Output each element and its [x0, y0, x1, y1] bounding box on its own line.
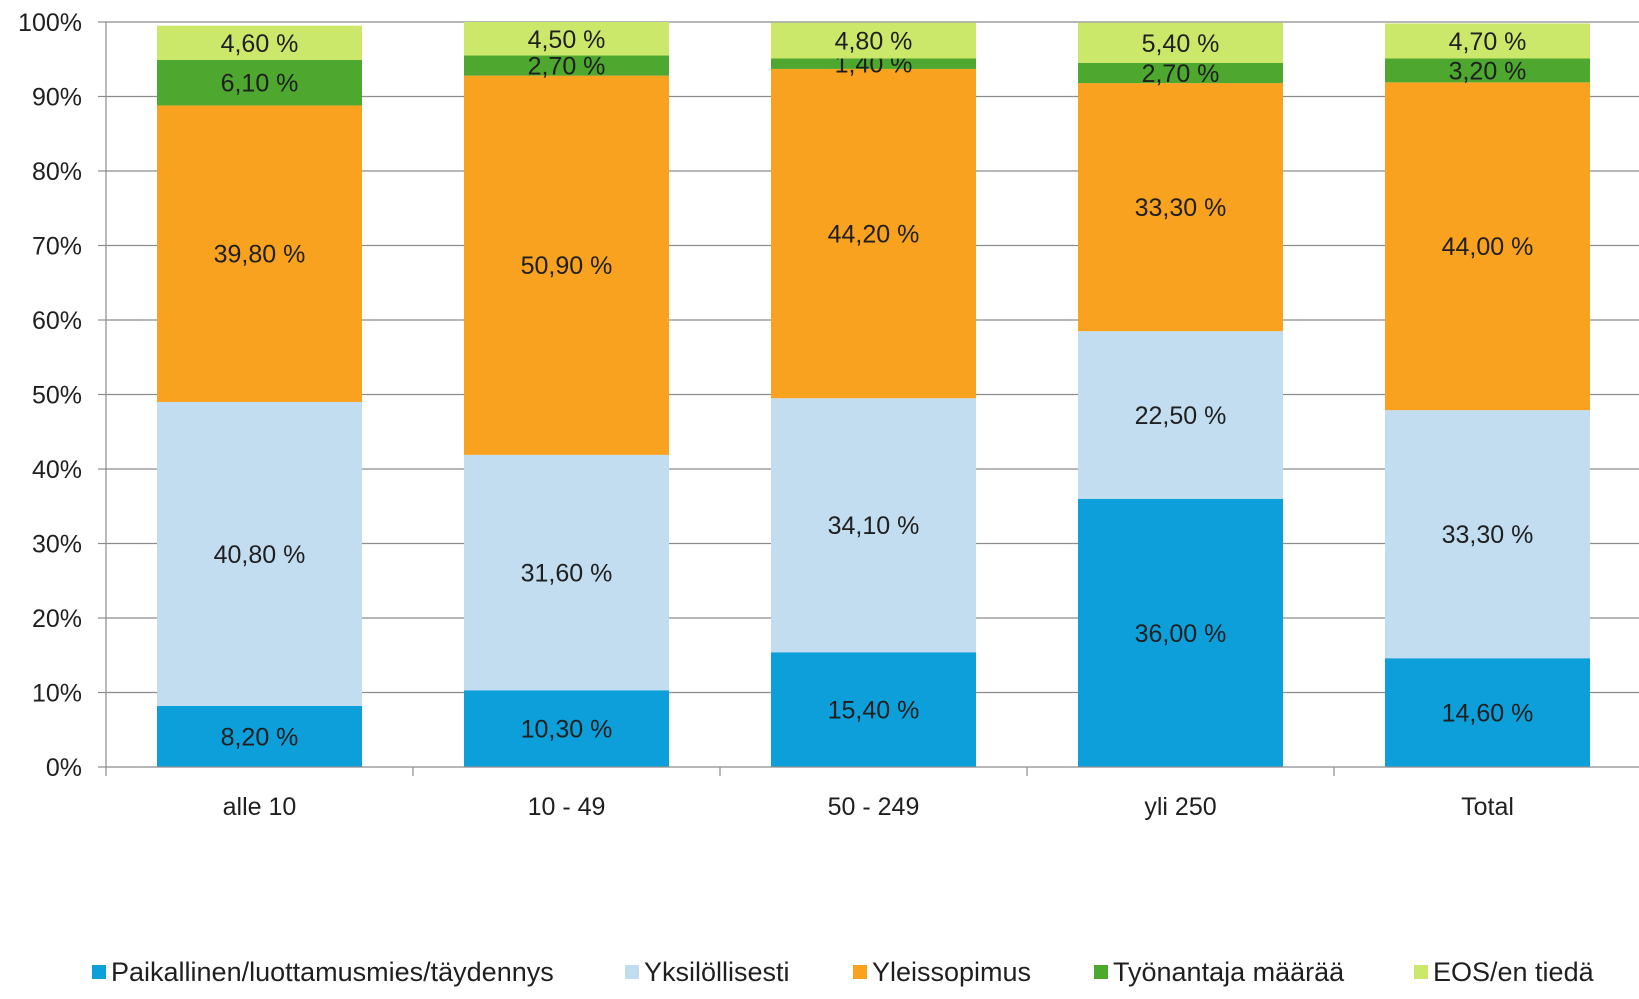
legend-item: EOS/en tiedä: [1414, 957, 1594, 988]
data-label: 22,50 %: [1135, 402, 1227, 430]
x-tick-label: 50 - 249: [828, 793, 920, 821]
y-tick-label: 10%: [32, 680, 82, 708]
x-tick-label: yli 250: [1144, 793, 1216, 821]
data-label: 44,00 %: [1442, 233, 1534, 261]
data-label: 36,00 %: [1135, 620, 1227, 648]
data-label: 5,40 %: [1142, 30, 1220, 58]
y-tick-label: 30%: [32, 531, 82, 559]
data-label: 33,30 %: [1442, 521, 1534, 549]
legend-swatch: [625, 965, 639, 979]
data-label: 8,20 %: [221, 723, 299, 751]
y-tick-label: 50%: [32, 382, 82, 410]
x-tick-label: 10 - 49: [528, 793, 606, 821]
data-label: 14,60 %: [1442, 700, 1534, 728]
y-tick-label: 20%: [32, 605, 82, 633]
chart-legend: Paikallinen/luottamusmies/täydennys Yksil…: [0, 952, 1639, 992]
y-tick-label: 80%: [32, 158, 82, 186]
data-label: 44,20 %: [828, 221, 920, 249]
legend-item: Yleissopimus: [853, 957, 1031, 988]
legend-item: Työnantaja määrää: [1094, 957, 1344, 988]
data-label: 31,60 %: [521, 560, 613, 588]
y-tick-label: 60%: [32, 307, 82, 335]
legend-label: Yleissopimus: [872, 957, 1031, 988]
legend-item: Yksilöllisesti: [625, 957, 790, 988]
data-label: 15,40 %: [828, 697, 920, 725]
data-label: 2,70 %: [1142, 60, 1220, 88]
legend-item: Paikallinen/luottamusmies/täydennys: [92, 957, 554, 988]
y-tick-label: 100%: [18, 9, 82, 37]
legend-swatch: [1094, 965, 1108, 979]
data-label: 3,20 %: [1449, 57, 1527, 85]
data-label: 4,70 %: [1449, 28, 1527, 56]
legend-label: Työnantaja määrää: [1113, 957, 1344, 988]
data-label: 2,70 %: [528, 53, 606, 81]
y-tick-label: 70%: [32, 233, 82, 261]
legend-swatch: [1414, 965, 1428, 979]
y-tick-label: 0%: [46, 754, 82, 782]
data-label: 40,80 %: [214, 541, 306, 569]
data-label: 50,90 %: [521, 252, 613, 280]
y-tick-label: 40%: [32, 456, 82, 484]
y-tick-label: 90%: [32, 84, 82, 112]
data-label: 6,10 %: [221, 70, 299, 98]
data-label: 4,80 %: [835, 28, 913, 56]
legend-swatch: [853, 965, 867, 979]
data-label: 33,30 %: [1135, 194, 1227, 222]
legend-label: EOS/en tiedä: [1433, 957, 1594, 988]
data-label: 4,50 %: [528, 26, 606, 54]
legend-swatch: [92, 965, 106, 979]
legend-label: Paikallinen/luottamusmies/täydennys: [111, 957, 554, 988]
data-label: 10,30 %: [521, 716, 613, 744]
data-label: 39,80 %: [214, 241, 306, 269]
data-label: 4,60 %: [221, 30, 299, 58]
legend-label: Yksilöllisesti: [644, 957, 790, 988]
data-label: 34,10 %: [828, 512, 920, 540]
x-tick-label: alle 10: [223, 793, 297, 821]
x-tick-label: Total: [1461, 793, 1514, 821]
